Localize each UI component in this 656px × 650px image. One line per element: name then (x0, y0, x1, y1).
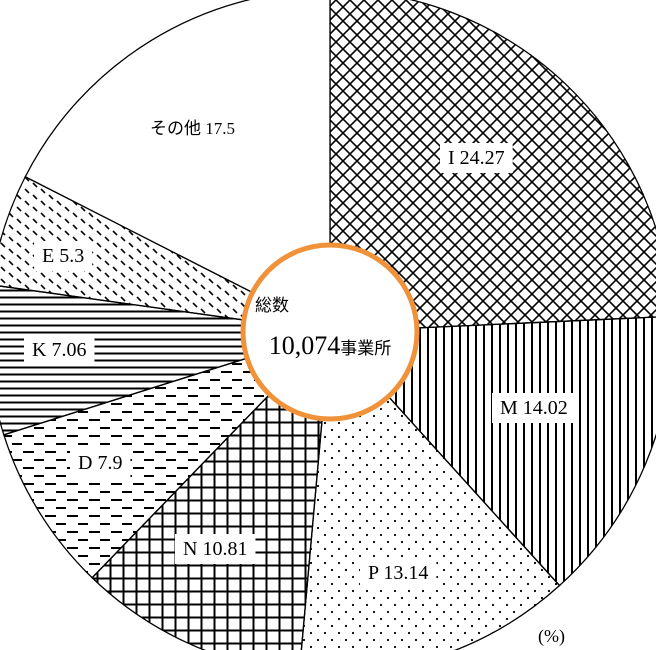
svg-text:N 10.81: N 10.81 (183, 538, 247, 560)
slice-label-8: その他 17.5 (150, 119, 235, 138)
slice-label-7: E 5.3 (34, 241, 93, 271)
center-total-title: 総数 (255, 296, 289, 316)
svg-text:D 7.9: D 7.9 (78, 452, 122, 474)
pie-slice-8 (24, 0, 331, 334)
center-ring (240, 242, 420, 422)
slice-label-6: K 7.06 (24, 335, 95, 365)
center-total-value: 10,074事業所 (269, 331, 392, 360)
slice-label-3: P 13.14 (360, 558, 437, 588)
svg-text:I 24.27: I 24.27 (448, 147, 505, 169)
center-total-number: 10,074 (269, 331, 341, 360)
slice-label-5: D 7.9 (70, 448, 131, 478)
svg-text:K 7.06: K 7.06 (32, 339, 86, 361)
center-total: 総数 10,074事業所 (240, 242, 420, 422)
center-total-unit: 事業所 (340, 339, 391, 359)
svg-text:M 14.02: M 14.02 (500, 397, 568, 419)
slice-label-1: I 24.27 (440, 143, 513, 173)
pie-slice-5 (3, 331, 331, 579)
slice-label-2: M 14.02 (492, 393, 576, 423)
svg-text:E 5.3: E 5.3 (42, 245, 84, 267)
slice-label-4: N 10.81 (175, 534, 256, 564)
unit-note: (%) (538, 626, 565, 647)
svg-text:P 13.14: P 13.14 (368, 562, 428, 584)
pie-slice-2 (328, 316, 656, 587)
svg-text:その他 17.5: その他 17.5 (150, 119, 235, 138)
pie-slice-4 (91, 330, 331, 650)
